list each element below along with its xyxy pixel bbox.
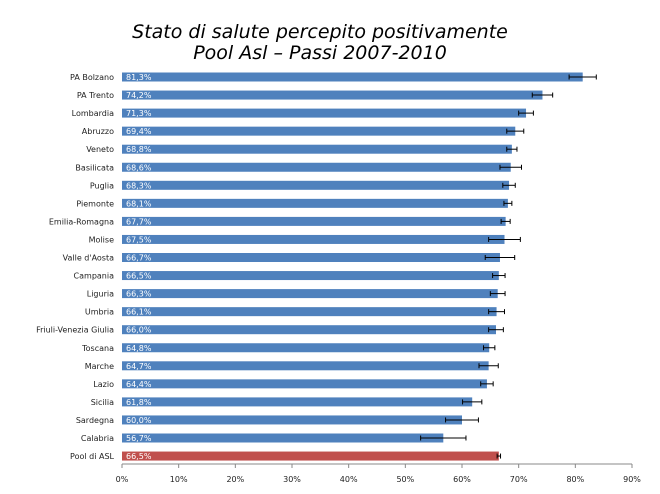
- data-label: 71,3%: [126, 109, 152, 118]
- category-label: Toscana: [81, 344, 114, 353]
- category-label: Piemonte: [76, 199, 114, 208]
- bar: [122, 289, 498, 299]
- category-label: Marche: [85, 362, 114, 371]
- category-label: Pool di ASL: [70, 452, 114, 461]
- category-label: Liguria: [87, 290, 114, 299]
- category-label: PA Trento: [77, 91, 114, 100]
- data-label: 81,3%: [126, 73, 152, 82]
- data-label: 61,8%: [126, 398, 152, 407]
- bar: [122, 271, 499, 281]
- data-label: 66,5%: [126, 272, 152, 281]
- data-label: 66,1%: [126, 308, 152, 317]
- category-label: Campania: [74, 272, 115, 281]
- data-label: 66,3%: [126, 290, 152, 299]
- x-tick-label: 40%: [340, 475, 358, 484]
- category-label: PA Bolzano: [70, 73, 114, 82]
- bar: [122, 397, 473, 407]
- bar: [122, 198, 508, 208]
- chart-title: Stato di salute percepito positivamente: [132, 21, 508, 43]
- bar: [122, 253, 500, 262]
- bar: [122, 343, 490, 353]
- data-label: 60,0%: [126, 416, 152, 425]
- bar: [122, 361, 489, 371]
- bar: [122, 234, 505, 244]
- category-label: Sardegna: [76, 416, 114, 425]
- x-tick-label: 70%: [510, 475, 528, 484]
- bar: [122, 325, 496, 335]
- data-label: 64,4%: [126, 380, 152, 389]
- category-label: Veneto: [86, 145, 114, 154]
- x-tick-label: 0%: [116, 475, 129, 484]
- x-tick-label: 90%: [623, 475, 641, 484]
- bar: [122, 126, 516, 136]
- category-label: Umbria: [85, 308, 114, 317]
- bar: [122, 144, 512, 154]
- category-label: Basilicata: [75, 163, 114, 172]
- bar: [122, 307, 497, 317]
- bar: [122, 180, 510, 190]
- category-label: Sicilia: [91, 398, 114, 407]
- x-tick-label: 60%: [453, 475, 471, 484]
- x-tick-label: 30%: [283, 475, 301, 484]
- data-label: 68,6%: [126, 163, 152, 172]
- data-label: 69,4%: [126, 127, 152, 136]
- x-tick-label: 80%: [566, 475, 584, 484]
- category-label: Lazio: [93, 380, 114, 389]
- category-label: Emilia-Romagna: [49, 217, 114, 226]
- bar: [122, 162, 511, 172]
- category-label: Abruzzo: [82, 127, 114, 136]
- x-tick-label: 50%: [396, 475, 414, 484]
- data-label: 66,0%: [126, 326, 152, 335]
- bar: [122, 216, 506, 226]
- x-tick-label: 10%: [170, 475, 188, 484]
- category-label: Friuli-Venezia Giulia: [36, 326, 114, 335]
- category-label: Valle d'Aosta: [63, 254, 114, 263]
- data-label: 64,7%: [126, 362, 152, 371]
- data-label: 64,8%: [126, 344, 152, 353]
- data-label: 74,2%: [126, 91, 152, 100]
- data-label: 56,7%: [126, 434, 152, 443]
- data-label: 68,8%: [126, 145, 152, 154]
- data-label: 67,7%: [126, 217, 152, 226]
- x-tick-label: 20%: [226, 475, 244, 484]
- chart-subtitle: Pool Asl – Passi 2007-2010: [193, 42, 447, 64]
- bar: [122, 433, 444, 443]
- data-label: 68,1%: [126, 199, 152, 208]
- category-label: Molise: [89, 235, 114, 244]
- bar: [122, 379, 487, 389]
- data-label: 66,7%: [126, 254, 152, 263]
- bar: [122, 90, 543, 100]
- bar-pool: [122, 451, 499, 461]
- bar: [122, 415, 462, 425]
- data-label: 68,3%: [126, 181, 152, 190]
- data-label: 66,5%: [126, 452, 152, 461]
- category-label: Calabria: [81, 434, 114, 443]
- category-label: Puglia: [90, 181, 114, 190]
- data-label: 67,5%: [126, 235, 152, 244]
- bar: [122, 72, 583, 82]
- category-label: Lombardia: [72, 109, 114, 118]
- bar: [122, 108, 527, 118]
